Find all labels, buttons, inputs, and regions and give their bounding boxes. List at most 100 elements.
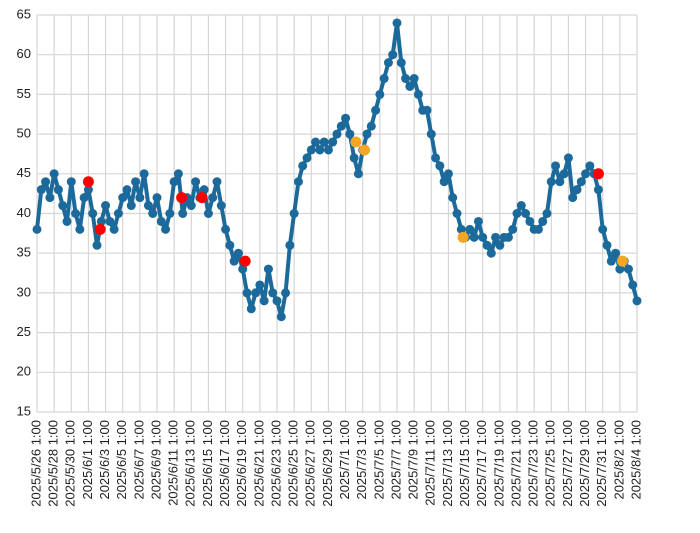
data-point xyxy=(448,193,458,203)
y-tick-label: 25 xyxy=(17,324,31,339)
data-point xyxy=(178,209,188,218)
data-point xyxy=(186,201,196,211)
x-tick-label: 2025/7/19 1:00 xyxy=(491,420,506,507)
data-point xyxy=(268,288,278,298)
highlight-point xyxy=(82,176,94,188)
data-point xyxy=(92,240,102,250)
data-point xyxy=(551,161,561,171)
data-point xyxy=(602,240,612,250)
data-point xyxy=(388,50,398,60)
y-tick-label: 65 xyxy=(17,6,31,21)
data-point xyxy=(143,201,153,211)
x-tick-label: 2025/7/5 1:00 xyxy=(371,420,386,500)
data-point xyxy=(75,224,85,234)
data-point xyxy=(66,177,76,187)
data-point xyxy=(272,296,282,306)
data-point xyxy=(83,185,93,195)
x-tick-label: 2025/6/25 1:00 xyxy=(286,420,301,507)
data-point xyxy=(173,169,183,179)
data-point xyxy=(152,193,162,203)
data-point xyxy=(572,185,582,195)
data-point xyxy=(165,209,175,218)
x-tick-label: 2025/7/27 1:00 xyxy=(560,420,575,507)
data-point xyxy=(148,209,158,218)
y-tick-label: 15 xyxy=(17,403,31,418)
x-tick-label: 2025/6/21 1:00 xyxy=(251,420,266,507)
data-point xyxy=(366,121,376,131)
data-point xyxy=(581,169,591,179)
y-tick-label: 50 xyxy=(17,126,31,141)
data-point xyxy=(431,153,441,163)
x-tick-label: 2025/7/13 1:00 xyxy=(440,420,455,507)
data-point xyxy=(559,169,569,179)
data-point xyxy=(585,161,595,171)
data-point xyxy=(302,153,312,163)
x-tick-label: 2025/6/23 1:00 xyxy=(268,420,283,507)
data-point xyxy=(191,177,201,187)
data-point xyxy=(396,58,406,68)
data-point xyxy=(216,201,226,211)
data-point xyxy=(568,193,578,203)
data-point xyxy=(199,185,209,195)
data-point xyxy=(242,288,252,298)
data-point xyxy=(71,209,81,218)
data-point xyxy=(533,224,543,234)
data-point xyxy=(516,201,526,211)
data-point xyxy=(221,224,231,234)
highlight-point xyxy=(94,223,106,235)
highlight-point xyxy=(350,136,362,148)
data-point xyxy=(113,209,123,218)
data-point xyxy=(36,185,46,195)
x-tick-label: 2025/5/30 1:00 xyxy=(63,420,78,507)
x-tick-label: 2025/7/29 1:00 xyxy=(577,420,592,507)
data-point xyxy=(443,169,453,179)
data-point xyxy=(439,177,449,187)
data-point xyxy=(212,177,222,187)
y-tick-label: 45 xyxy=(17,165,31,180)
data-point xyxy=(323,145,333,155)
data-point xyxy=(246,304,256,314)
data-point xyxy=(225,240,235,250)
data-point xyxy=(632,296,642,306)
data-point xyxy=(401,74,411,84)
data-point xyxy=(426,129,436,139)
data-point xyxy=(495,240,505,250)
data-point xyxy=(491,232,501,242)
x-tick-label: 2025/6/9 1:00 xyxy=(148,420,163,500)
y-tick-label: 20 xyxy=(17,364,31,379)
x-tick-label: 2025/6/19 1:00 xyxy=(234,420,249,507)
data-point xyxy=(131,177,141,187)
data-point xyxy=(409,74,419,84)
data-point xyxy=(332,129,342,139)
data-point xyxy=(521,209,531,218)
data-point xyxy=(238,264,248,274)
data-point xyxy=(45,193,55,203)
y-tick-label: 30 xyxy=(17,284,31,299)
data-point xyxy=(611,248,621,258)
data-point xyxy=(169,177,179,187)
data-point xyxy=(293,177,303,187)
data-point xyxy=(615,264,625,274)
data-point xyxy=(349,153,359,163)
x-tick-label: 2025/7/31 1:00 xyxy=(594,420,609,507)
data-point xyxy=(555,177,565,187)
data-point xyxy=(469,232,479,242)
x-tick-label: 2025/7/25 1:00 xyxy=(543,420,558,507)
x-tick-label: 2025/7/9 1:00 xyxy=(406,420,421,500)
highlight-point xyxy=(457,231,469,243)
data-point xyxy=(435,161,445,171)
data-point xyxy=(456,224,466,234)
data-point xyxy=(105,216,115,226)
data-point xyxy=(353,169,363,179)
x-tick-label: 2025/7/17 1:00 xyxy=(474,420,489,507)
x-tick-label: 2025/8/4 1:00 xyxy=(628,420,643,500)
data-point xyxy=(503,232,513,242)
data-point xyxy=(79,193,89,203)
data-point xyxy=(392,18,402,28)
data-point xyxy=(486,248,496,258)
data-point xyxy=(593,185,603,195)
x-tick-label: 2025/6/13 1:00 xyxy=(183,420,198,507)
x-tick-label: 2025/7/3 1:00 xyxy=(354,420,369,500)
highlight-point xyxy=(176,192,188,204)
